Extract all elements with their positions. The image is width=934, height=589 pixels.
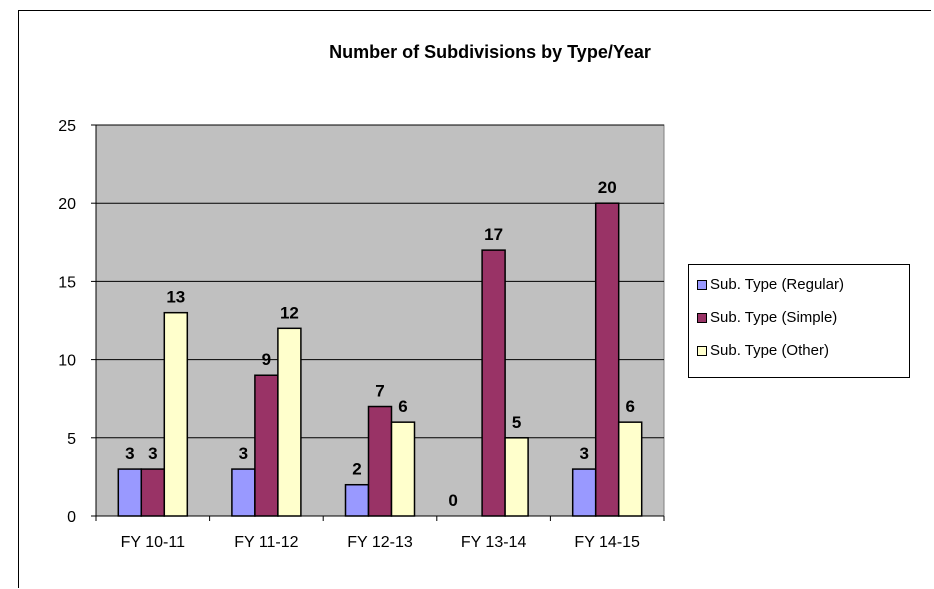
legend: Sub. Type (Regular) Sub. Type (Simple) Sub… (688, 264, 910, 378)
data-label: 3 (125, 444, 134, 463)
legend-swatch (697, 279, 707, 290)
bar (277, 327, 302, 517)
data-label: 17 (484, 225, 503, 244)
legend-label: Sub. Type (Regular) (710, 276, 844, 293)
legend-item: Sub. Type (Regular) (697, 276, 844, 293)
bar (481, 249, 506, 517)
data-label: 13 (166, 288, 185, 307)
data-label: 3 (239, 444, 248, 463)
legend-item: Sub. Type (Other) (697, 342, 829, 359)
data-label: 5 (512, 413, 521, 432)
bar (140, 468, 166, 517)
gridlines (96, 124, 664, 439)
data-label: 6 (398, 397, 407, 416)
legend-item: Sub. Type (Simple) (697, 309, 837, 326)
data-label: 3 (579, 444, 588, 463)
data-label: 12 (280, 303, 299, 322)
bar (254, 374, 279, 517)
y-tick-label: 10 (58, 353, 76, 370)
y-tick-label: 20 (58, 196, 76, 213)
bar (571, 468, 597, 517)
legend-label: Sub. Type (Simple) (710, 309, 838, 326)
chart-title: Number of Subdivisions by Type/Year (329, 42, 651, 62)
data-label: 9 (262, 350, 271, 369)
bar (617, 421, 643, 517)
x-tick-label: FY 12-13 (347, 534, 413, 551)
data-label: 6 (625, 397, 634, 416)
bar (367, 405, 393, 517)
bar (117, 468, 143, 517)
data-label: 20 (598, 178, 617, 197)
bar (390, 421, 416, 517)
x-tick-label: FY 13-14 (461, 534, 527, 551)
x-tick-label: FY 10-11 (121, 534, 185, 551)
data-label: 2 (352, 460, 361, 479)
legend-label: Sub. Type (Other) (710, 342, 829, 359)
y-tick-label: 25 (58, 118, 76, 135)
x-tick-label: FY 14-15 (574, 534, 640, 551)
y-tick-label: 5 (67, 431, 76, 448)
y-tick-label: 15 (58, 274, 76, 291)
bar (344, 483, 370, 517)
x-tick-label: FY 11-12 (234, 534, 298, 551)
bar (163, 311, 189, 517)
chart-frame (18, 10, 931, 588)
legend-swatch (697, 345, 707, 356)
bar (594, 202, 620, 517)
data-label: 7 (375, 382, 384, 401)
legend-swatch (697, 312, 707, 323)
data-label: 0 (448, 491, 457, 510)
y-tick-label: 0 (67, 509, 76, 526)
bar (231, 468, 256, 517)
bar (504, 437, 529, 517)
data-label: 3 (148, 444, 157, 463)
